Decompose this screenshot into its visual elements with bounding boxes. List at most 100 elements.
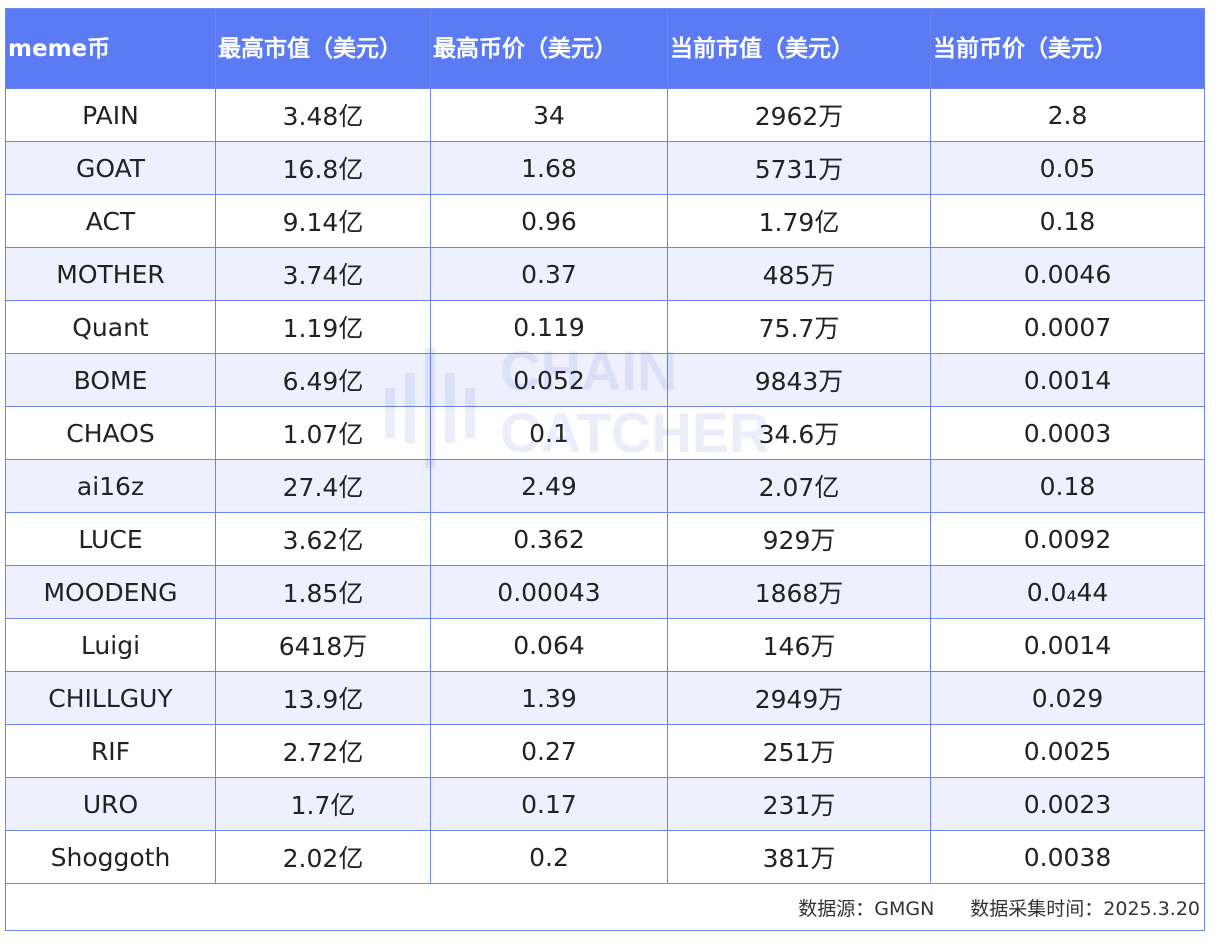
header-current-price: 当前币价（美元）: [930, 8, 1205, 89]
current-market-cap: 1868万: [667, 565, 931, 619]
table-row: ACT 9.14亿 0.96 1.79亿 0.18: [5, 194, 1205, 248]
table-row: LUCE 3.62亿 0.362 929万 0.0092: [5, 512, 1205, 566]
current-price: 0.029: [930, 671, 1205, 725]
peak-market-cap: 2.02亿: [215, 830, 431, 884]
current-price: 0.0025: [930, 724, 1205, 778]
current-market-cap: 2.07亿: [667, 459, 931, 513]
peak-price: 0.37: [430, 247, 668, 301]
table-row: CHILLGUY 13.9亿 1.39 2949万 0.029: [5, 671, 1205, 725]
table-row: URO 1.7亿 0.17 231万 0.0023: [5, 777, 1205, 831]
current-price: 2.8: [930, 88, 1205, 142]
coin-name: LUCE: [5, 512, 216, 566]
current-price: 0.0014: [930, 353, 1205, 407]
coin-name: Shoggoth: [5, 830, 216, 884]
header-row: meme币 最高市值（美元） 最高币价（美元） 当前市值（美元） 当前币价（美元…: [5, 8, 1205, 89]
current-price: 0.18: [930, 459, 1205, 513]
coin-name: CHAOS: [5, 406, 216, 460]
table-row: Quant 1.19亿 0.119 75.7万 0.0007: [5, 300, 1205, 354]
peak-market-cap: 27.4亿: [215, 459, 431, 513]
table-row: GOAT 16.8亿 1.68 5731万 0.05: [5, 141, 1205, 195]
coin-name: URO: [5, 777, 216, 831]
current-price: 0.0092: [930, 512, 1205, 566]
data-source: 数据源：GMGN: [798, 897, 935, 920]
table-body: PAIN 3.48亿 34 2962万 2.8 GOAT 16.8亿 1.68 5731万 0.0…: [5, 88, 1205, 884]
table-row: MOTHER 3.74亿 0.37 485万 0.0046: [5, 247, 1205, 301]
peak-market-cap: 3.74亿: [215, 247, 431, 301]
peak-market-cap: 13.9亿: [215, 671, 431, 725]
peak-price: 0.362: [430, 512, 668, 566]
peak-price: 0.2: [430, 830, 668, 884]
peak-price: 0.1: [430, 406, 668, 460]
peak-price: 0.052: [430, 353, 668, 407]
peak-price: 0.96: [430, 194, 668, 248]
current-market-cap: 2962万: [667, 88, 931, 142]
table-row: MOODENG 1.85亿 0.00043 1868万 0.0₄44: [5, 565, 1205, 619]
current-market-cap: 231万: [667, 777, 931, 831]
peak-price: 0.064: [430, 618, 668, 672]
footer-cell: 数据源：GMGN 数据采集时间：2025.3.20: [5, 883, 1205, 931]
current-market-cap: 2949万: [667, 671, 931, 725]
current-price: 0.05: [930, 141, 1205, 195]
coin-name: GOAT: [5, 141, 216, 195]
peak-price: 0.17: [430, 777, 668, 831]
current-price: 0.0038: [930, 830, 1205, 884]
coin-name: ai16z: [5, 459, 216, 513]
current-market-cap: 146万: [667, 618, 931, 672]
coin-name: RIF: [5, 724, 216, 778]
current-price: 0.0003: [930, 406, 1205, 460]
current-market-cap: 251万: [667, 724, 931, 778]
header-current-market-cap: 当前市值（美元）: [667, 8, 931, 89]
peak-price: 0.119: [430, 300, 668, 354]
header-coin: meme币: [5, 8, 216, 89]
table-row: CHAOS 1.07亿 0.1 34.6万 0.0003: [5, 406, 1205, 460]
current-price: 0.0014: [930, 618, 1205, 672]
collection-date: 数据采集时间：2025.3.20: [970, 897, 1200, 920]
peak-price: 1.68: [430, 141, 668, 195]
peak-market-cap: 3.48亿: [215, 88, 431, 142]
peak-price: 1.39: [430, 671, 668, 725]
footer-row: 数据源：GMGN 数据采集时间：2025.3.20: [5, 883, 1205, 931]
table-row: Luigi 6418万 0.064 146万 0.0014: [5, 618, 1205, 672]
coin-name: ACT: [5, 194, 216, 248]
peak-market-cap: 6418万: [215, 618, 431, 672]
current-market-cap: 75.7万: [667, 300, 931, 354]
current-price: 0.0023: [930, 777, 1205, 831]
header-peak-market-cap: 最高市值（美元）: [215, 8, 431, 89]
peak-market-cap: 16.8亿: [215, 141, 431, 195]
current-market-cap: 381万: [667, 830, 931, 884]
current-market-cap: 34.6万: [667, 406, 931, 460]
current-price: 0.0046: [930, 247, 1205, 301]
current-price: 0.18: [930, 194, 1205, 248]
header-peak-price: 最高币价（美元）: [430, 8, 668, 89]
peak-market-cap: 1.85亿: [215, 565, 431, 619]
current-market-cap: 485万: [667, 247, 931, 301]
coin-name: CHILLGUY: [5, 671, 216, 725]
current-market-cap: 1.79亿: [667, 194, 931, 248]
meme-coin-table: meme币 最高市值（美元） 最高币价（美元） 当前市值（美元） 当前币价（美元…: [5, 8, 1205, 931]
coin-name: Quant: [5, 300, 216, 354]
current-price: 0.0007: [930, 300, 1205, 354]
table-row: BOME 6.49亿 0.052 9843万 0.0014: [5, 353, 1205, 407]
current-market-cap: 9843万: [667, 353, 931, 407]
table-row: Shoggoth 2.02亿 0.2 381万 0.0038: [5, 830, 1205, 884]
peak-price: 2.49: [430, 459, 668, 513]
coin-name: BOME: [5, 353, 216, 407]
peak-market-cap: 6.49亿: [215, 353, 431, 407]
current-market-cap: 929万: [667, 512, 931, 566]
coin-name: MOODENG: [5, 565, 216, 619]
coin-name: MOTHER: [5, 247, 216, 301]
table-row: PAIN 3.48亿 34 2962万 2.8: [5, 88, 1205, 142]
coin-name: Luigi: [5, 618, 216, 672]
peak-price: 0.27: [430, 724, 668, 778]
peak-price: 0.00043: [430, 565, 668, 619]
peak-market-cap: 3.62亿: [215, 512, 431, 566]
peak-market-cap: 2.72亿: [215, 724, 431, 778]
current-market-cap: 5731万: [667, 141, 931, 195]
peak-market-cap: 9.14亿: [215, 194, 431, 248]
table-row: RIF 2.72亿 0.27 251万 0.0025: [5, 724, 1205, 778]
peak-market-cap: 1.7亿: [215, 777, 431, 831]
peak-price: 34: [430, 88, 668, 142]
current-price: 0.0₄44: [930, 565, 1205, 619]
coin-name: PAIN: [5, 88, 216, 142]
peak-market-cap: 1.07亿: [215, 406, 431, 460]
